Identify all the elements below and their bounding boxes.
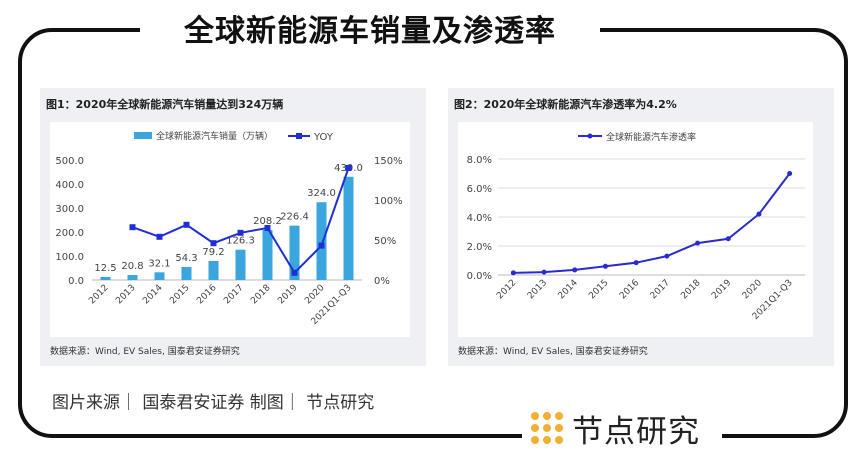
- chart1-svg: 0.0 100.0 200.0 300.0 400.0 500.0 0% 50% 100% 150…: [50, 122, 410, 337]
- bar-label: 12.5: [94, 263, 116, 274]
- yoy-point: [291, 269, 298, 276]
- y-right-tick: 0%: [374, 276, 390, 287]
- bar: [262, 230, 273, 280]
- yoy-point: [210, 240, 217, 247]
- y-tick: 0.0%: [467, 271, 492, 282]
- yoy-point: [129, 224, 136, 231]
- y-right-tick: 50%: [374, 236, 396, 247]
- plot-background: [458, 122, 813, 337]
- bar-label: 20.8: [121, 261, 143, 272]
- bar: [100, 277, 111, 280]
- yoy-point: [264, 225, 271, 231]
- bar: [343, 176, 354, 280]
- chart2-title: 图2：2020年全球新能源汽车渗透率为4.2%: [454, 98, 677, 111]
- bar: [289, 225, 300, 280]
- penetration-point: [664, 253, 670, 259]
- legend-bar-swatch: [134, 132, 152, 139]
- bar-label: 126.3: [226, 236, 255, 247]
- chart1-source: 数据来源：Wind, EV Sales, 国泰君安证券研究: [50, 347, 240, 357]
- y-left-tick: 0.0: [68, 276, 84, 287]
- yoy-point: [237, 229, 244, 236]
- y-right-tick: 100%: [374, 196, 403, 207]
- bar-label: 324.0: [307, 188, 336, 199]
- y-right-tick: 150%: [374, 156, 403, 167]
- legend-line-label: YOY: [313, 132, 334, 143]
- yoy-point: [156, 233, 163, 240]
- penetration-point: [572, 267, 578, 273]
- bar-label: 208.2: [253, 216, 282, 227]
- bar: [235, 249, 246, 280]
- yoy-point: [183, 221, 190, 228]
- penetration-line: [513, 172, 791, 274]
- penetration-point: [633, 260, 639, 266]
- bar: [181, 266, 192, 280]
- y-tick: 4.0%: [467, 213, 492, 224]
- y-tick: 8.0%: [467, 155, 492, 166]
- chart1-title: 图1：2020年全球新能源汽车销量达到324万辆: [46, 98, 284, 111]
- chart2-panel: 图2：2020年全球新能源汽车渗透率为4.2% 0.0% 2.0% 4.0% 6.0%…: [448, 88, 834, 366]
- penetration-point: [756, 211, 762, 217]
- logo-icon: [531, 412, 563, 444]
- penetration-point: [725, 236, 731, 242]
- logo-text: 节点研究: [572, 413, 700, 450]
- yoy-point: [345, 165, 352, 171]
- chart2-source: 数据来源：Wind, EV Sales, 国泰君安证券研究: [458, 347, 648, 357]
- legend-line-marker: [296, 133, 302, 139]
- penetration-point: [695, 240, 701, 246]
- legend-bar-label: 全球新能源汽车销量（万辆）: [156, 130, 273, 142]
- image-caption: 图片来源｜ 国泰君安证券 制图｜ 节点研究: [52, 393, 375, 413]
- penetration-point: [602, 263, 608, 269]
- bar-label: 32.1: [148, 258, 170, 269]
- bar: [154, 272, 165, 280]
- y-left-tick: 200.0: [55, 228, 84, 239]
- chart1-panel: 图1：2020年全球新能源汽车销量达到324万辆 0.0 100.0 200.0 30…: [40, 88, 426, 366]
- bar: [316, 202, 327, 280]
- legend-label: 全球新能源汽车渗透率: [606, 131, 696, 143]
- penetration-point: [787, 171, 793, 176]
- bar-label: 79.2: [202, 247, 224, 258]
- y-left-tick: 300.0: [55, 204, 84, 215]
- y-tick: 2.0%: [467, 242, 492, 253]
- yoy-point: [318, 242, 325, 249]
- page-title: 全球新能源车销量及渗透率: [140, 6, 600, 50]
- chart2-svg: 0.0%2.0%4.0%6.0%8.0%2012 2013 2014 2015 2016…: [458, 122, 813, 337]
- bar: [208, 260, 219, 280]
- penetration-point: [510, 270, 516, 276]
- y-left-tick: 100.0: [55, 252, 84, 263]
- bar: [127, 275, 138, 280]
- bar-label: 54.3: [175, 253, 197, 264]
- y-left-tick: 400.0: [55, 180, 84, 191]
- legend-line-marker: [587, 133, 593, 139]
- logo: 节点研究: [522, 406, 722, 450]
- y-left-tick: 500.0: [55, 156, 84, 167]
- y-tick: 6.0%: [467, 184, 492, 195]
- bar-label: 226.4: [280, 212, 309, 223]
- penetration-point: [541, 269, 547, 275]
